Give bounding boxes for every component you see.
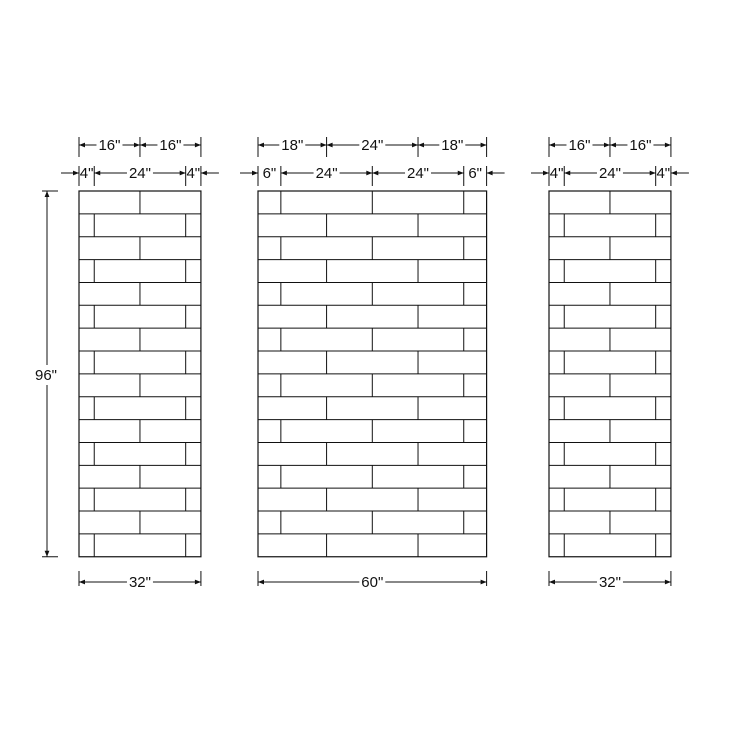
- dimension-label: 24": [599, 165, 621, 182]
- dimension-label-bg: [157, 136, 184, 153]
- dimension-label: 24": [407, 165, 429, 182]
- dimension-label: 4": [656, 165, 670, 182]
- overall-width-label-bg: [596, 573, 623, 590]
- dimension-label: 16": [568, 137, 590, 154]
- dimension-label-bg: [405, 164, 432, 181]
- dimension-label: 18": [281, 137, 303, 154]
- dimension-label-bg: [96, 136, 123, 153]
- dimension-label-bg: [126, 164, 153, 181]
- dimension-label: 24": [361, 137, 383, 154]
- dimension-label: 4": [186, 165, 200, 182]
- dimension-label-bg: [566, 136, 593, 153]
- dimension-label: 16": [98, 137, 120, 154]
- dimension-label-bg: [439, 136, 466, 153]
- dimension-label: 6": [263, 165, 277, 182]
- overall-width-label-bg: [359, 573, 386, 590]
- dimension-label: 24": [129, 165, 151, 182]
- dimension-label: 6": [468, 165, 482, 182]
- overall-width-label: 32": [129, 574, 151, 591]
- dimension-label: 24": [316, 165, 338, 182]
- height-label-bg: [30, 365, 62, 385]
- dimension-label-bg: [279, 136, 306, 153]
- dimension-label: 18": [441, 137, 463, 154]
- dimension-label-bg: [313, 164, 340, 181]
- overall-width-label: 32": [599, 574, 621, 591]
- overall-width-label-bg: [126, 573, 153, 590]
- dimension-label: 16": [629, 137, 651, 154]
- dimension-label-bg: [596, 164, 623, 181]
- dimension-label: 16": [159, 137, 181, 154]
- height-label: 96": [35, 367, 57, 384]
- dimension-label-bg: [359, 136, 386, 153]
- dimension-label: 4": [550, 165, 564, 182]
- dimension-label-bg: [627, 136, 654, 153]
- overall-width-label: 60": [361, 574, 383, 591]
- dimension-label: 4": [80, 165, 94, 182]
